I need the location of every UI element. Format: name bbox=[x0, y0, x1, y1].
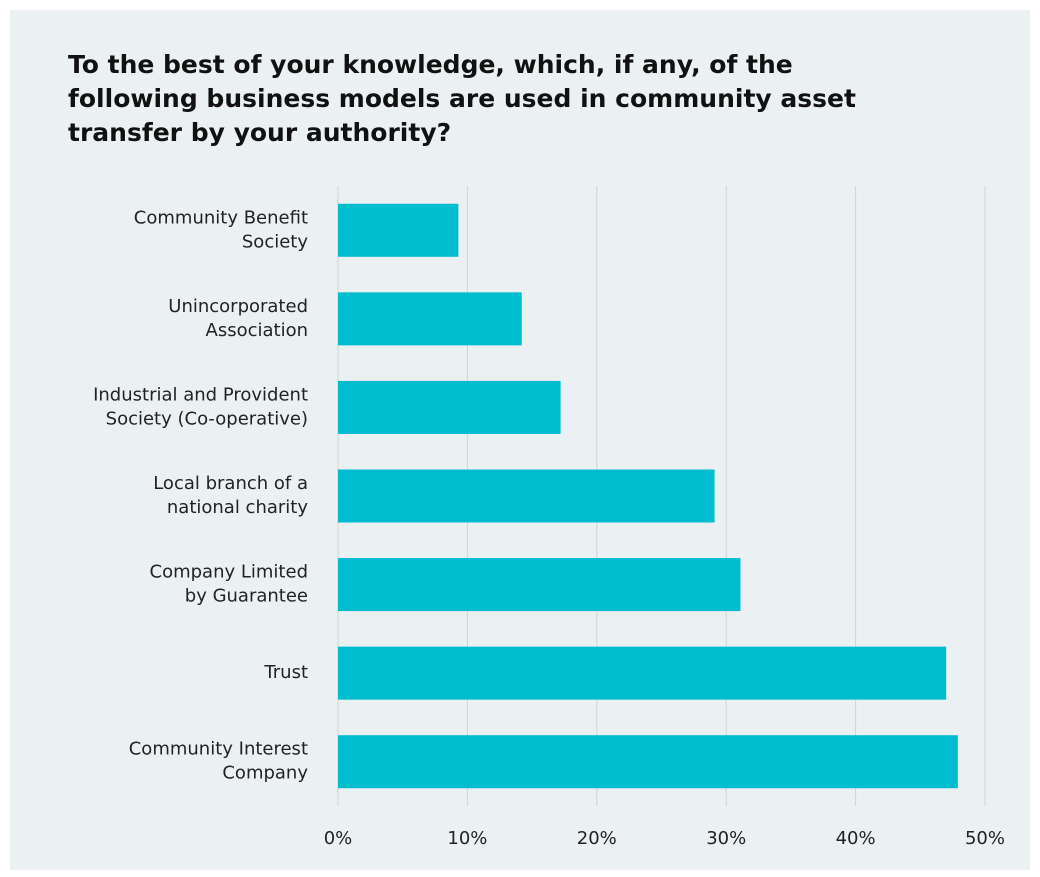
y-tick-label: Local branch of a national charity bbox=[153, 473, 308, 518]
bar bbox=[338, 735, 958, 789]
y-tick-label: Community Interest Company bbox=[129, 739, 309, 784]
bar bbox=[338, 469, 715, 523]
bar bbox=[338, 203, 459, 257]
y-tick-label: Industrial and Provident Society (Co-oper… bbox=[93, 384, 308, 429]
panel: To the best of your knowledge, which, if… bbox=[10, 10, 1030, 870]
x-tick-label: 0% bbox=[324, 828, 353, 849]
y-tick-label: Company Limited by Guarantee bbox=[150, 562, 308, 607]
chart-title: To the best of your knowledge, which, if… bbox=[68, 50, 856, 147]
x-tick-label: 40% bbox=[836, 828, 876, 849]
x-tick-label: 20% bbox=[577, 828, 617, 849]
x-tick-label: 10% bbox=[447, 828, 487, 849]
bar bbox=[338, 380, 561, 434]
y-tick-label: Unincorporated Association bbox=[168, 296, 308, 341]
y-tick-label: Trust bbox=[263, 662, 308, 683]
bar bbox=[338, 558, 741, 612]
bar bbox=[338, 292, 522, 346]
x-tick-label: 50% bbox=[965, 828, 1005, 849]
bar bbox=[338, 646, 947, 700]
x-tick-label: 30% bbox=[706, 828, 746, 849]
y-tick-label: Community Benefit Society bbox=[134, 207, 309, 252]
